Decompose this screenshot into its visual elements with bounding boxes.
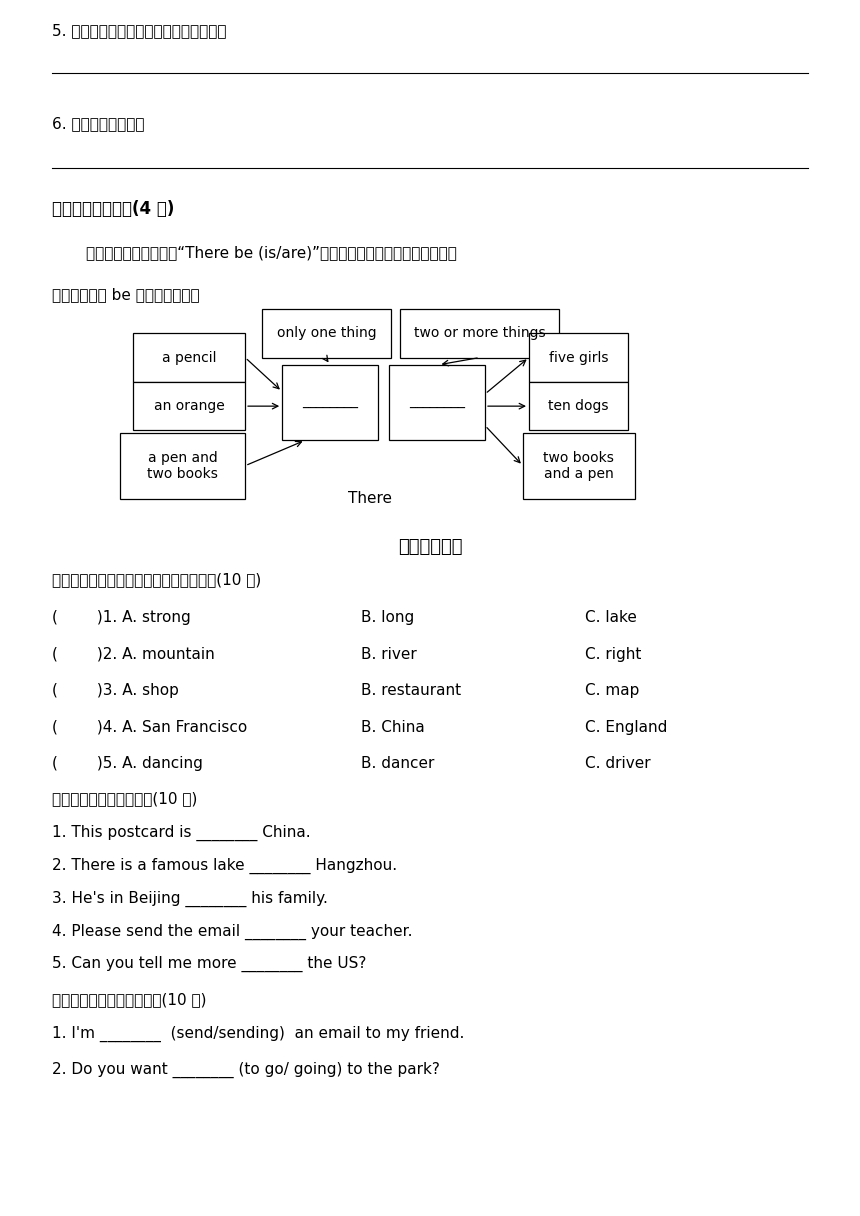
Bar — [400, 309, 559, 358]
Text: 4. Please send the email ________ your teacher.: 4. Please send the email ________ your t… — [52, 923, 412, 940]
Text: a pencil: a pencil — [162, 350, 217, 365]
Text: an orange: an orange — [154, 399, 224, 413]
Text: ten dogs: ten dogs — [548, 399, 609, 413]
Bar — [523, 433, 635, 499]
Text: 1. I'm ________  (send/sending)  an email to my friend.: 1. I'm ________ (send/sending) an email … — [52, 1025, 464, 1042]
Text: C. map: C. map — [585, 683, 639, 698]
Text: a pen and
two books: a pen and two books — [147, 451, 218, 480]
Bar — [133, 333, 245, 382]
Text: There: There — [347, 491, 392, 506]
Text: 5. Can you tell me more ________ the US?: 5. Can you tell me more ________ the US? — [52, 956, 366, 973]
Text: 本单元，我们学习了用“There be (is/are)”句型来表达某地有某物，请在横线: 本单元，我们学习了用“There be (is/are)”句型来表达某地有某物，… — [86, 246, 457, 260]
Text: five girls: five girls — [549, 350, 608, 365]
Text: B. long: B. long — [361, 610, 415, 625]
Text: (        )1. A. strong: ( )1. A. strong — [52, 610, 190, 625]
Text: 2. There is a famous lake ________ Hangzhou.: 2. There is a famous lake ________ Hangz… — [52, 857, 396, 874]
Text: two books
and a pen: two books and a pen — [544, 451, 614, 480]
Text: 上填入适当的 be 动词完善信息。: 上填入适当的 be 动词完善信息。 — [52, 287, 200, 302]
Text: 四、核心语言点。(4 分): 四、核心语言点。(4 分) — [52, 201, 174, 218]
Bar — [389, 365, 485, 440]
Text: (        )2. A. mountain: ( )2. A. mountain — [52, 647, 214, 662]
Bar — [529, 333, 628, 382]
Text: B. China: B. China — [361, 720, 425, 734]
Text: only one thing: only one thing — [277, 326, 377, 340]
Text: B. dancer: B. dancer — [361, 756, 434, 771]
Text: C. lake: C. lake — [585, 610, 636, 625]
Text: B. river: B. river — [361, 647, 417, 662]
Text: B. restaurant: B. restaurant — [361, 683, 461, 698]
Bar — [133, 382, 245, 430]
Bar — [529, 382, 628, 430]
Text: C. right: C. right — [585, 647, 642, 662]
Text: 三、选择正确的单词填空。(10 分): 三、选择正确的单词填空。(10 分) — [52, 992, 206, 1007]
Text: C. driver: C. driver — [585, 756, 650, 771]
Text: two or more things: two or more things — [414, 326, 545, 340]
Text: 2. Do you want ________ (to go/ going) to the park?: 2. Do you want ________ (to go/ going) t… — [52, 1062, 439, 1079]
Text: (        )5. A. dancing: ( )5. A. dancing — [52, 756, 202, 771]
Text: 3. He's in Beijing ________ his family.: 3. He's in Beijing ________ his family. — [52, 890, 328, 907]
Bar — [262, 309, 391, 358]
Text: 5. 我正在给我的家人发送一封电子邮件。: 5. 我正在给我的家人发送一封电子邮件。 — [52, 23, 226, 38]
Text: ________: ________ — [408, 395, 465, 410]
Text: 二、用适当的介词填空。(10 分): 二、用适当的介词填空。(10 分) — [52, 792, 197, 806]
Bar — [282, 365, 378, 440]
Text: 模块强化检测: 模块强化检测 — [397, 539, 463, 556]
Text: ________: ________ — [302, 395, 359, 410]
Text: 1. This postcard is ________ China.: 1. This postcard is ________ China. — [52, 824, 310, 841]
Text: 6. 你想去唐人街吗？: 6. 你想去唐人街吗？ — [52, 117, 144, 131]
Bar — [120, 433, 245, 499]
Text: (        )3. A. shop: ( )3. A. shop — [52, 683, 179, 698]
Text: 一、选出下列每组单词中不同类的一项。(10 分): 一、选出下列每组单词中不同类的一项。(10 分) — [52, 573, 261, 587]
Text: C. England: C. England — [585, 720, 667, 734]
Text: (        )4. A. San Francisco: ( )4. A. San Francisco — [52, 720, 247, 734]
